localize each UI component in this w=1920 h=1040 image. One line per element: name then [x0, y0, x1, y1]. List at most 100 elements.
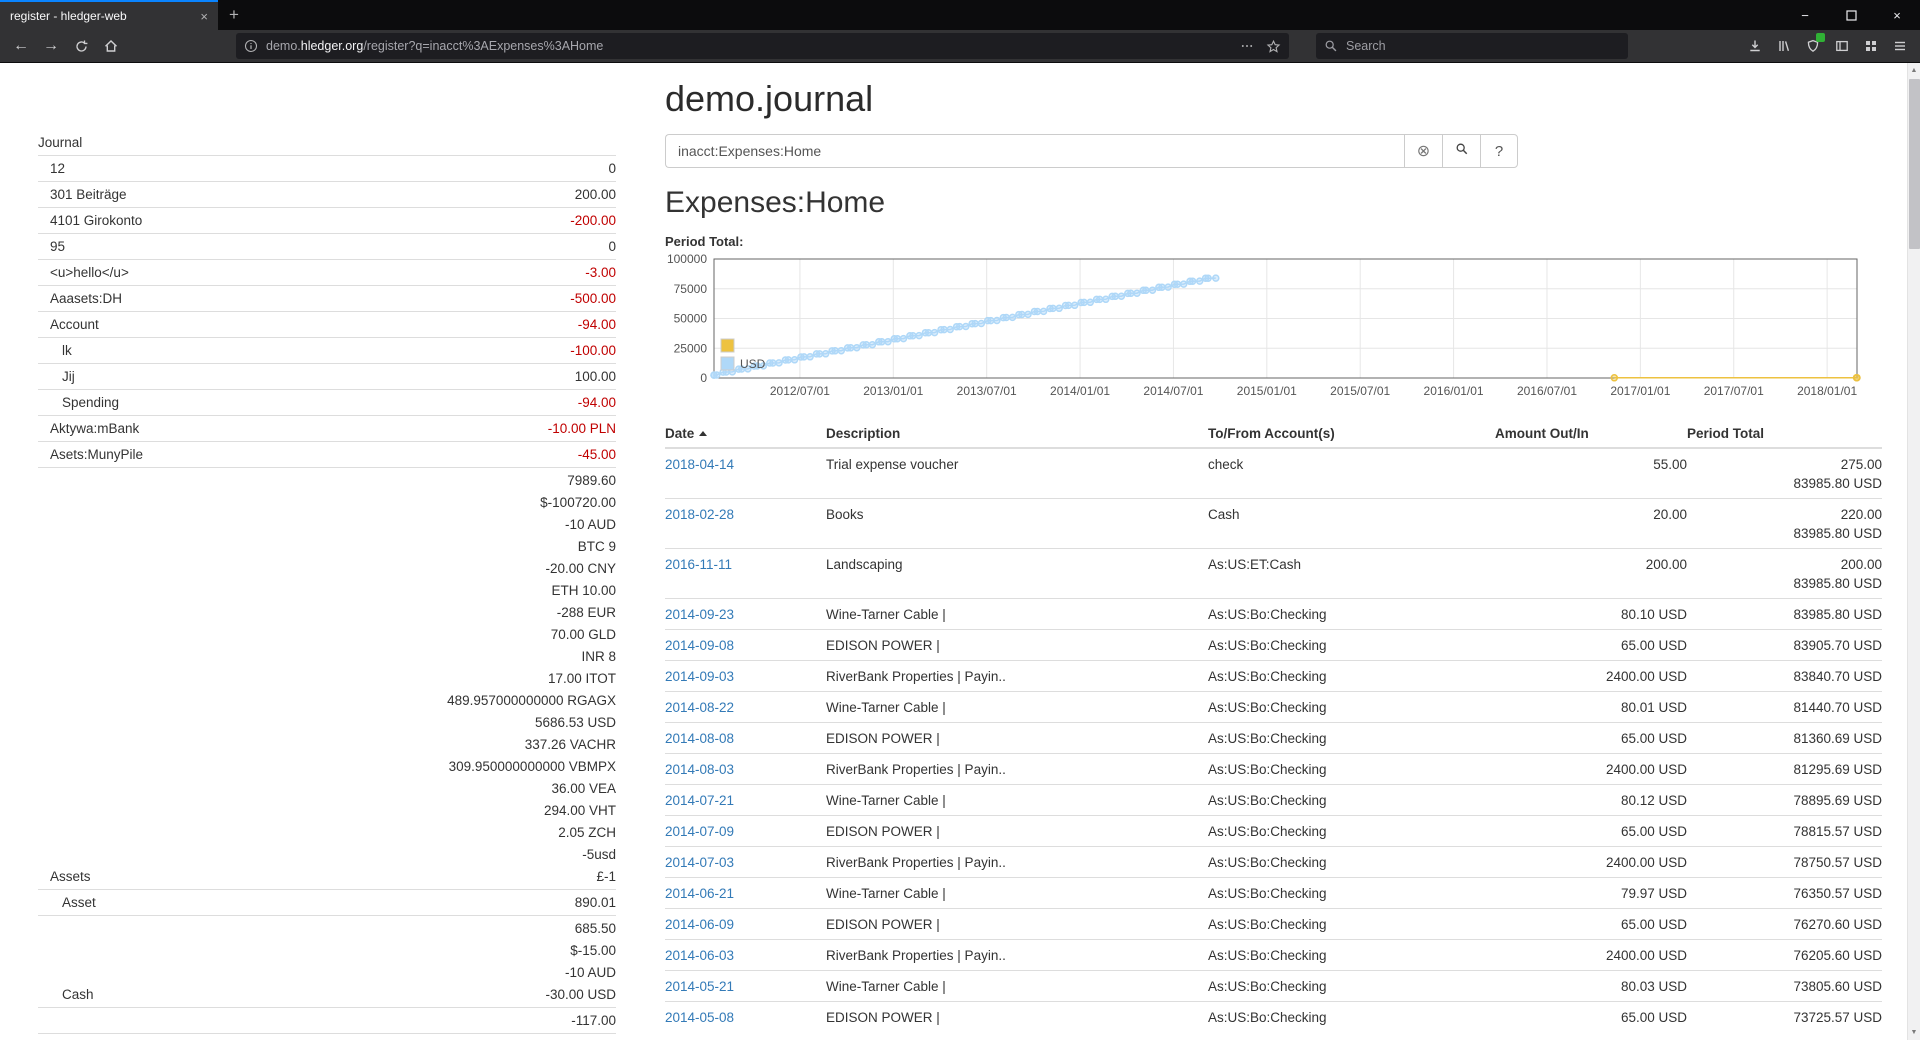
account-name[interactable]: 4101 Girokonto	[50, 213, 143, 228]
transaction-period-total: 78815.57 USD	[1687, 815, 1882, 847]
sidebar-account-row[interactable]: 12 0	[38, 156, 616, 182]
sidebar-account-row[interactable]: Account -94.00	[38, 312, 616, 338]
download-icon[interactable]	[1740, 32, 1769, 60]
transaction-date-link[interactable]: 2014-05-08	[665, 1010, 735, 1025]
sidebar-account-row[interactable]: <u>hello</u> -3.00	[38, 260, 616, 286]
sidebar-account-row[interactable]: 95 0	[38, 234, 616, 260]
account-balance: -94.00	[577, 317, 616, 332]
transaction-date-link[interactable]: 2016-11-11	[665, 557, 733, 572]
sidebar-account-row[interactable]: lk -100.00	[38, 338, 616, 364]
transaction-date-link[interactable]: 2018-02-28	[665, 507, 735, 522]
search-submit-button[interactable]	[1442, 134, 1480, 168]
account-balance: -10.00 PLN	[547, 421, 616, 436]
tab-close-icon[interactable]: ×	[200, 8, 208, 24]
sidebar-journal-row[interactable]: Journal	[38, 130, 616, 156]
transaction-description: RiverBank Properties | Payin..	[826, 660, 1208, 692]
svg-text:2017/01/01: 2017/01/01	[1610, 384, 1670, 398]
transaction-date-link[interactable]: 2014-09-03	[665, 669, 735, 684]
sidebar-account-row[interactable]: Cash 685.50 $-15.00 -10 AUD -30.00 USD	[38, 916, 616, 1008]
account-balance: -45.00	[577, 447, 616, 462]
sidebar-account-row[interactable]: Aaasets:DH -500.00	[38, 286, 616, 312]
browser-search-bar[interactable]: Search	[1316, 33, 1628, 59]
transaction-date-link[interactable]: 2014-05-21	[665, 979, 735, 994]
transaction-date-link[interactable]: 2014-07-09	[665, 824, 735, 839]
help-button[interactable]: ?	[1480, 134, 1518, 168]
col-header-total[interactable]: Period Total	[1687, 418, 1882, 449]
col-header-amount[interactable]: Amount Out/In	[1495, 418, 1687, 449]
site-info-icon[interactable]	[244, 39, 258, 53]
account-name[interactable]: Assets	[50, 869, 91, 884]
sidebar-account-row[interactable]: -117.00	[38, 1008, 616, 1034]
home-icon[interactable]	[96, 32, 126, 60]
register-row: 2014-05-21 Wine-Tarner Cable | As:US:Bo:Ch…	[665, 970, 1882, 1002]
window-close-button[interactable]: ×	[1893, 7, 1901, 23]
scrollbar-down-arrow[interactable]: ▼	[1910, 1029, 1918, 1036]
transaction-description: Landscaping	[826, 548, 1208, 599]
transaction-date-link[interactable]: 2014-09-08	[665, 638, 735, 653]
sidebar-account-row[interactable]: 301 Beiträge 200.00	[38, 182, 616, 208]
window-maximize-button[interactable]	[1828, 0, 1874, 30]
transaction-date-link[interactable]: 2014-09-23	[665, 607, 735, 622]
account-name[interactable]: Spending	[62, 395, 120, 410]
account-name[interactable]: Aaasets:DH	[50, 291, 123, 306]
account-name[interactable]: Asset	[62, 895, 96, 910]
register-row: 2014-07-09 EDISON POWER | As:US:Bo:Checkin…	[665, 815, 1882, 847]
page-actions-icon[interactable]	[1240, 39, 1254, 53]
library-icon[interactable]	[1769, 32, 1798, 60]
forward-button[interactable]: →	[43, 37, 59, 54]
navigation-toolbar: ← → demo.hledger.org/register?q=inacct%3…	[0, 30, 1920, 63]
account-name[interactable]: Aktywa:mBank	[50, 421, 140, 436]
account-name[interactable]: <u>hello</u>	[50, 265, 129, 280]
transaction-date-link[interactable]: 2014-06-09	[665, 917, 735, 932]
col-header-description[interactable]: Description	[826, 418, 1208, 449]
account-name[interactable]: 12	[50, 161, 66, 176]
back-button[interactable]: ←	[13, 37, 29, 54]
sidebar-account-row[interactable]: Aktywa:mBank -10.00 PLN	[38, 416, 616, 442]
svg-text:2015/07/01: 2015/07/01	[1330, 384, 1390, 398]
transaction-date-link[interactable]: 2014-08-08	[665, 731, 735, 746]
url-bar[interactable]: demo.hledger.org/register?q=inacct%3AExp…	[236, 33, 1289, 59]
transaction-date-link[interactable]: 2014-07-21	[665, 793, 735, 808]
sidebar-account-row[interactable]: Assets 7989.60 $-100720.00 -10 AUD BTC 9 -20.…	[38, 468, 616, 890]
sidebar-account-row[interactable]: Asset 890.01	[38, 890, 616, 916]
bookmark-star-icon[interactable]	[1266, 39, 1281, 54]
transaction-date-link[interactable]: 2018-04-14	[665, 457, 735, 472]
page-scrollbar[interactable]: ▲ ▼	[1907, 63, 1920, 1040]
reload-icon[interactable]	[66, 32, 96, 60]
sidebar-account-row[interactable]: Jij 100.00	[38, 364, 616, 390]
transaction-account: check	[1208, 447, 1495, 499]
sidebar-toggle-icon[interactable]	[1827, 32, 1856, 60]
account-name[interactable]: 301 Beiträge	[50, 187, 127, 202]
query-input[interactable]	[665, 134, 1404, 168]
account-name[interactable]: 95	[50, 239, 66, 254]
window-minimize-button[interactable]: −	[1801, 7, 1809, 23]
grid-icon[interactable]	[1856, 32, 1885, 60]
svg-text:50000: 50000	[674, 312, 708, 326]
transaction-date-link[interactable]: 2014-07-03	[665, 855, 735, 870]
register-row: 2014-09-08 EDISON POWER | As:US:Bo:Checkin…	[665, 629, 1882, 661]
sidebar-account-row[interactable]: Asets:MunyPile -45.00	[38, 442, 616, 468]
account-name[interactable]: Account	[50, 317, 99, 332]
sidebar-journal-link[interactable]: Journal	[38, 135, 83, 150]
account-name[interactable]: Cash	[62, 987, 94, 1002]
scrollbar-thumb[interactable]	[1909, 79, 1920, 249]
sidebar-account-row[interactable]: 4101 Girokonto -200.00	[38, 208, 616, 234]
register-row: 2018-02-28 Books Cash 20.00 220.00 83985.80 U…	[665, 498, 1882, 549]
scrollbar-up-arrow[interactable]: ▲	[1910, 67, 1918, 74]
sidebar-account-row[interactable]: Spending -94.00	[38, 390, 616, 416]
col-header-account[interactable]: To/From Account(s)	[1208, 418, 1495, 449]
col-header-date[interactable]: Date	[665, 418, 826, 449]
transaction-date-link[interactable]: 2014-06-03	[665, 948, 735, 963]
account-name[interactable]: Jij	[62, 369, 75, 384]
account-name[interactable]: lk	[62, 343, 72, 358]
browser-tab[interactable]: register - hledger-web ×	[0, 0, 218, 30]
transaction-date-link[interactable]: 2014-06-21	[665, 886, 735, 901]
register-row: 2014-08-03 RiverBank Properties | Payin..…	[665, 753, 1882, 785]
account-name[interactable]: Asets:MunyPile	[50, 447, 144, 462]
new-tab-button[interactable]: +	[229, 5, 239, 24]
transaction-date-link[interactable]: 2014-08-03	[665, 762, 735, 777]
menu-hamburger-icon[interactable]	[1885, 32, 1914, 60]
clear-query-button[interactable]: ⊗	[1404, 134, 1442, 168]
transaction-date-link[interactable]: 2014-08-22	[665, 700, 735, 715]
extension-shield-icon[interactable]	[1798, 32, 1827, 60]
